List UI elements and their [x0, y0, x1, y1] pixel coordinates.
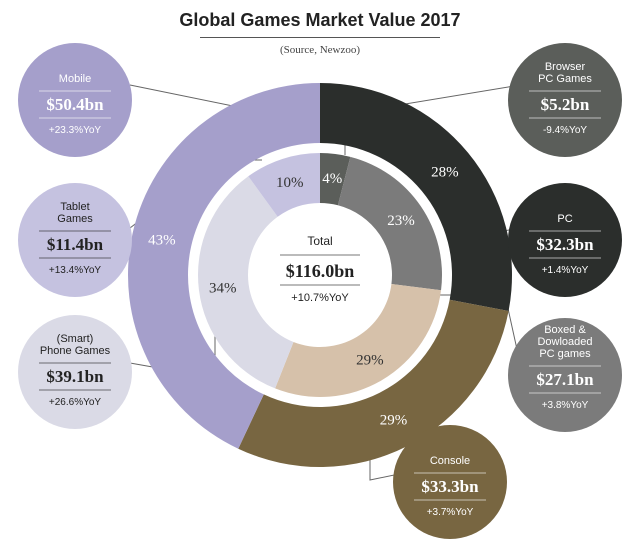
- inner-pct-tablet: 10%: [276, 175, 304, 191]
- callout-phone-name-2: Phone Games: [40, 345, 111, 357]
- callout-phone-yoy: +26.6%YoY: [49, 397, 102, 408]
- outer-slice-pc: [320, 83, 513, 311]
- outer-slice-mobile: [128, 83, 320, 449]
- callout-boxed-value: $27.1bn: [536, 370, 594, 389]
- callout-mobile: [18, 43, 132, 157]
- callout-mobile-value: $50.4bn: [46, 95, 104, 114]
- callout-pc-yoy: +1.4%YoY: [542, 265, 589, 276]
- callout-boxed: [508, 318, 622, 432]
- callout-console-value: $33.3bn: [421, 477, 479, 496]
- callout-mobile-yoy: +23.3%YoY: [49, 125, 102, 136]
- callout-console-yoy: +3.7%YoY: [427, 507, 474, 518]
- outer-pct-console: 29%: [380, 412, 408, 428]
- callout-boxed-name-3: PC games: [539, 348, 591, 360]
- outer-slice-console: [238, 299, 509, 467]
- callout-tablet-yoy: +13.4%YoY: [49, 265, 102, 276]
- outer-pct-pc: 28%: [431, 165, 459, 181]
- callout-browser-yoy: -9.4%YoY: [543, 125, 587, 136]
- callout-browser-value: $5.2bn: [541, 95, 590, 114]
- callout-console: [393, 425, 507, 539]
- callout-browser: [508, 43, 622, 157]
- total-yoy: +10.7%YoY: [291, 292, 349, 304]
- inner-slice-boxed: [337, 156, 442, 291]
- callout-tablet-value: $11.4bn: [47, 235, 104, 254]
- chart-subtitle: (Source, Newzoo): [279, 44, 361, 56]
- total-value: $116.0bn: [286, 261, 355, 281]
- inner-pct-boxed: 23%: [387, 213, 415, 229]
- callout-boxed-name-1: Boxed &: [544, 324, 586, 336]
- callout-console-name-1: Console: [430, 455, 470, 467]
- callout-boxed-yoy: +3.8%YoY: [542, 400, 589, 411]
- inner-pct-phone: 34%: [209, 280, 237, 296]
- outer-pct-mobile: 43%: [148, 233, 176, 249]
- callout-browser-name-1: Browser: [545, 61, 586, 73]
- callout-pc: [508, 183, 622, 297]
- callout-tablet-name-2: Games: [57, 213, 93, 225]
- inner-pct-browser: 4%: [322, 171, 342, 187]
- inner-pct-console: 29%: [356, 352, 384, 368]
- title-divider: [200, 37, 440, 38]
- callout-pc-value: $32.3bn: [536, 235, 594, 254]
- chart-title: Global Games Market Value 2017: [179, 10, 461, 30]
- inner-slice-console: [275, 284, 442, 398]
- callout-boxed-name-2: Dowloaded: [537, 336, 592, 348]
- callout-tablet: [18, 183, 132, 297]
- total-label: Total: [307, 234, 332, 248]
- callout-mobile-name-1: Mobile: [59, 73, 91, 85]
- callout-phone-value: $39.1bn: [46, 367, 104, 386]
- inner-slice-phone: [197, 176, 294, 389]
- callout-pc-name-1: PC: [557, 213, 572, 225]
- inner-slice-browser: [320, 153, 351, 206]
- inner-slice-tablet: [248, 153, 320, 217]
- callout-phone-name-1: (Smart): [57, 333, 94, 345]
- callout-phone: [18, 315, 132, 429]
- callout-tablet-name-1: Tablet: [60, 201, 89, 213]
- callout-browser-name-2: PC Games: [538, 73, 592, 85]
